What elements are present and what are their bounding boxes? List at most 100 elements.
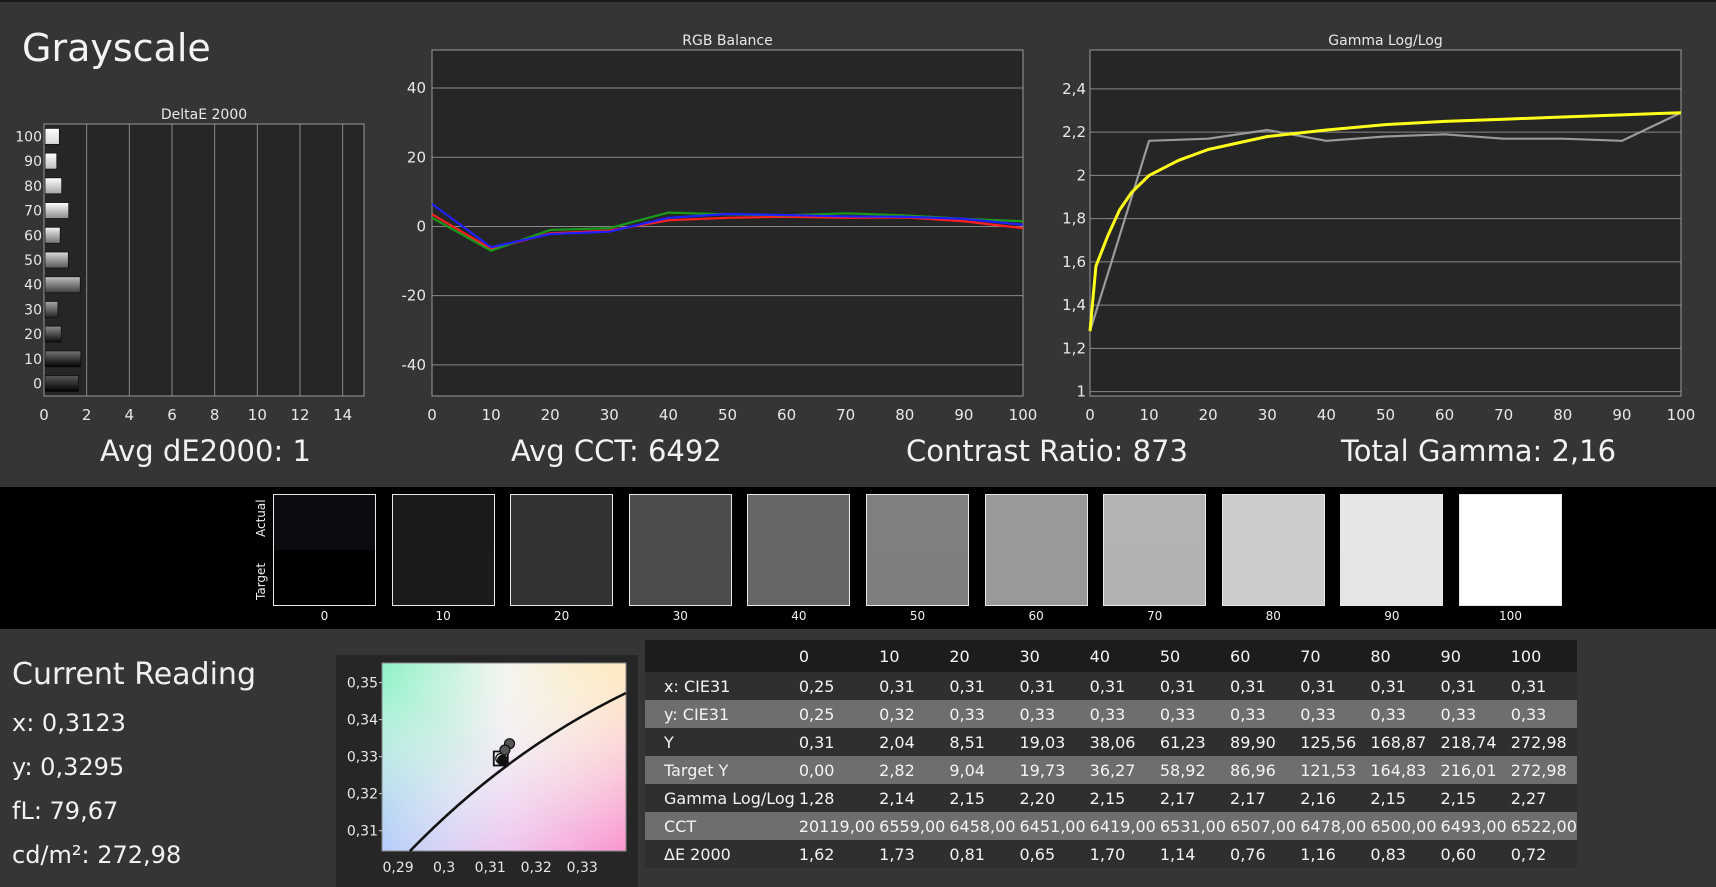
table-column-header: 20 xyxy=(949,646,970,666)
swatch-10 xyxy=(391,494,495,606)
swatch-actual xyxy=(392,495,494,550)
table-cell: 6451,00 xyxy=(1019,816,1086,836)
table-cell: 6493,00 xyxy=(1440,816,1507,836)
table-column-header: 0 xyxy=(798,646,809,666)
deltae-xtick: 12 xyxy=(290,406,309,424)
deltae-bar xyxy=(44,251,69,269)
swatch-label: 70 xyxy=(1147,609,1163,623)
deltae-bar xyxy=(44,226,61,244)
table-cell: 6531,00 xyxy=(1159,816,1227,836)
table-column-header: 70 xyxy=(1300,646,1321,666)
swatch-label: 10 xyxy=(435,609,451,623)
table-column-header: 10 xyxy=(879,646,900,666)
deltae-ytick: 50 xyxy=(24,253,42,269)
gamma-ytick: 1 xyxy=(1076,383,1086,401)
table-cell: 0,33 xyxy=(1019,704,1056,724)
page-title: Grayscale xyxy=(22,26,211,70)
gamma-frame xyxy=(1089,49,1682,397)
table-cell: 1,16 xyxy=(1300,844,1336,864)
cie-ytick: 0,32 xyxy=(347,787,378,803)
table-cell: 58,92 xyxy=(1159,760,1206,780)
table-cell: 0,33 xyxy=(1230,704,1266,724)
deltae-bar xyxy=(44,276,81,294)
table-cell: 6507,00 xyxy=(1230,816,1297,836)
swatch-actual xyxy=(1460,495,1561,550)
swatch-label: 20 xyxy=(554,609,570,623)
swatch-label: 80 xyxy=(1265,609,1281,623)
swatch-target xyxy=(748,550,850,605)
deltae-ytick: 80 xyxy=(24,179,42,195)
table-column-header: 100 xyxy=(1510,646,1542,666)
total-gamma-stat: Total Gamma: 2,16 xyxy=(1341,434,1617,468)
swatch-40 xyxy=(747,494,851,606)
table-cell: 2,17 xyxy=(1230,788,1266,808)
table-cell: 20119,00 xyxy=(798,816,876,836)
table-column-header: 40 xyxy=(1089,646,1111,666)
rgb-ytick: 0 xyxy=(416,217,426,235)
cie-point-target xyxy=(497,754,509,766)
table-cell: 0,31 xyxy=(1230,676,1266,696)
swatch-target xyxy=(1104,550,1206,605)
deltae-bar xyxy=(44,202,70,219)
table-cell: 2,17 xyxy=(1159,788,1196,808)
rgb-ytick: -40 xyxy=(402,356,427,374)
swatch-label: 90 xyxy=(1384,609,1400,623)
swatch-100 xyxy=(1459,494,1562,606)
swatch-actual xyxy=(629,495,731,550)
table-cell: 164,83 xyxy=(1370,760,1427,780)
deltae-plot-area xyxy=(44,124,364,396)
table-cell: 272,98 xyxy=(1510,760,1567,780)
gamma-xtick: 100 xyxy=(1667,406,1696,424)
table-cell: 86,96 xyxy=(1230,760,1276,780)
deltae-xtick: 10 xyxy=(248,406,267,424)
table-cell: 0,31 xyxy=(1440,676,1477,696)
table-cell: 2,15 xyxy=(1089,788,1126,808)
top-divider xyxy=(0,0,1716,2)
swatch-20 xyxy=(510,494,614,606)
reading-x: x: 0,3123 xyxy=(12,709,126,737)
gamma-title: Gamma Log/Log xyxy=(1328,33,1442,49)
table-cell: 2,04 xyxy=(879,732,915,752)
table-cell: 6559,00 xyxy=(879,816,946,836)
rgb-xtick: 90 xyxy=(954,406,973,424)
table-cell: 6458,00 xyxy=(949,816,1016,836)
table-row-label: CCT xyxy=(664,816,697,836)
deltae-xtick: 14 xyxy=(333,406,352,424)
deltae-ytick: 40 xyxy=(24,278,42,294)
rgb-xtick: 30 xyxy=(600,406,619,424)
table-cell: 2,16 xyxy=(1300,788,1336,808)
swatch-label: 0 xyxy=(320,609,329,623)
gamma-ytick: 1,8 xyxy=(1062,210,1086,228)
deltae-bar xyxy=(44,177,63,195)
table-row-label: ΔE 2000 xyxy=(664,844,731,864)
table-cell: 1,70 xyxy=(1089,844,1126,864)
deltae-ytick: 10 xyxy=(24,352,42,368)
table-cell: 19,73 xyxy=(1019,760,1066,780)
swatch-80 xyxy=(1221,494,1325,606)
table-corner xyxy=(645,640,795,672)
table-cell: 121,53 xyxy=(1300,760,1357,780)
table-row: CCT 20119,00 6559,00 6458,00 6451,00 6419,00 6… xyxy=(645,812,1577,840)
table-column-header: 30 xyxy=(1019,646,1040,666)
gamma-xtick: 40 xyxy=(1317,406,1336,424)
swatch-actual xyxy=(867,495,968,550)
rgb-plot-area xyxy=(432,50,1023,396)
deltae-ytick: 90 xyxy=(24,154,42,170)
swatch-actual xyxy=(1341,495,1443,550)
cie-xtick: 0,33 xyxy=(567,860,598,876)
deltae-ytick: 60 xyxy=(24,228,42,244)
swatch-target xyxy=(1222,550,1324,605)
gamma-series-line-0 xyxy=(1088,111,1682,332)
deltae-xtick: 4 xyxy=(125,406,135,424)
rgb-title: RGB Balance xyxy=(682,33,772,49)
table-cell: 0,33 xyxy=(1510,704,1547,724)
rgb-xtick: 80 xyxy=(895,406,914,424)
gamma-ytick: 2 xyxy=(1076,166,1086,184)
current-reading-title: Current Reading xyxy=(12,657,256,692)
table-row: y: CIE31 0,25 0,32 0,33 0,33 0,33 0,33 0,33 0,33… xyxy=(645,700,1577,728)
gamma-ytick: 1,6 xyxy=(1062,253,1086,271)
deltae-bar xyxy=(44,325,62,343)
reading-fl: fL: 79,67 xyxy=(12,797,119,825)
